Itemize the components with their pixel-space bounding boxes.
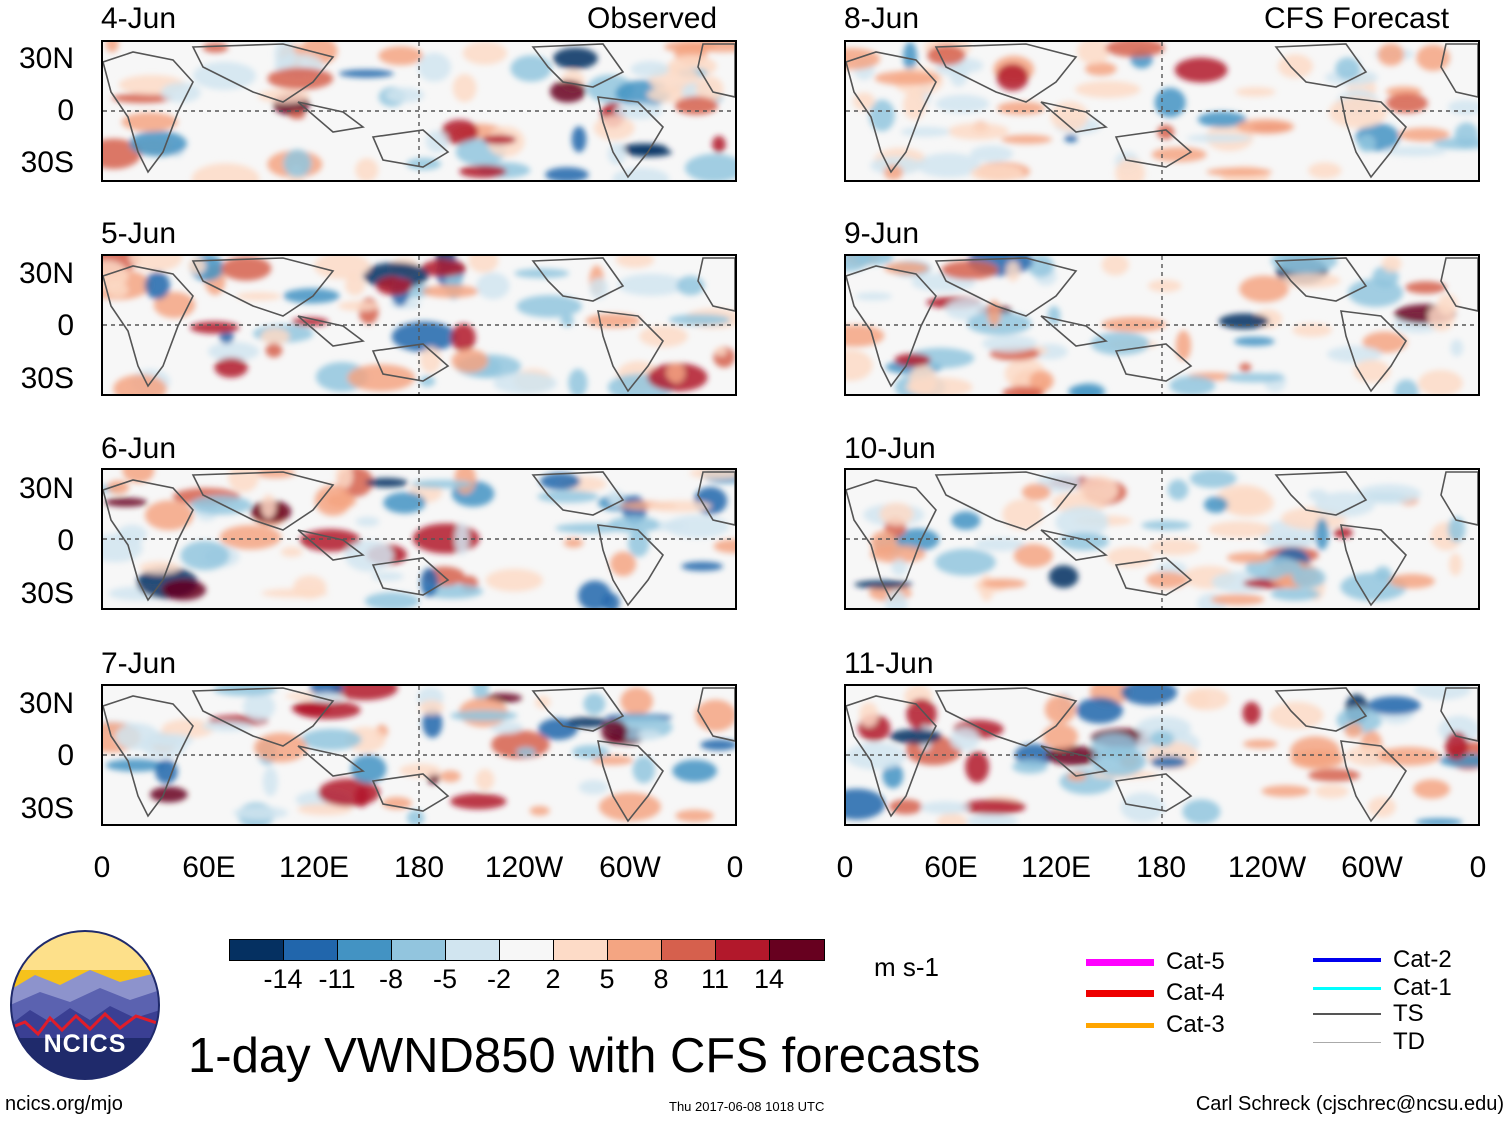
legend-line: [1086, 1022, 1154, 1028]
map-panel-forecast-1: [844, 40, 1480, 182]
footer-author: Carl Schreck (cjschrec@ncsu.edu): [1195, 1093, 1504, 1115]
footer-timestamp: Thu 2017-06-08 1018 UTC: [669, 1099, 825, 1114]
legend-line: [1313, 958, 1381, 962]
legend-line: [1086, 958, 1154, 966]
colorbar-tick-label: -11: [318, 964, 356, 994]
lon-label: 120E: [1020, 851, 1092, 884]
wind-field-map: [846, 256, 1478, 394]
wind-field-map: [846, 470, 1478, 608]
legend-label: TD: [1393, 1028, 1425, 1055]
map-panel-observed-2: [101, 254, 737, 396]
legend-label: Cat-2: [1393, 946, 1452, 973]
legend-label: Cat-3: [1166, 1011, 1225, 1038]
wind-field-map: [103, 470, 735, 608]
lon-label: 0: [93, 851, 111, 884]
map-panel-observed-4: [101, 684, 737, 826]
wind-field-map: [103, 686, 735, 824]
lat-label: 0: [57, 739, 74, 772]
lon-label: 0: [726, 851, 744, 884]
lon-label: 120E: [278, 851, 350, 884]
page-title: 1-day VWND850 with CFS forecasts: [188, 1029, 981, 1083]
colorbar-swatch: [716, 940, 770, 960]
panel-date-label: 5-Jun: [101, 217, 177, 250]
wind-field-map: [846, 686, 1478, 824]
colorbar-tick-label: 14: [753, 964, 785, 994]
colorbar-tick-label: 8: [653, 964, 669, 994]
lat-label: 0: [57, 524, 74, 557]
legend-line: [1086, 989, 1154, 997]
legend-line: [1313, 1013, 1381, 1015]
wind-field-map: [103, 42, 735, 180]
colorbar-tick-label: 11: [700, 964, 730, 994]
lat-label: 30S: [20, 792, 74, 825]
colorbar-tick-label: -14: [263, 964, 303, 994]
map-panel-observed-3: [101, 468, 737, 610]
forecast-header: CFS Forecast: [1264, 2, 1450, 35]
colorbar-swatch: [554, 940, 608, 960]
lon-label: 60E: [924, 851, 978, 884]
lat-label: 30N: [18, 257, 74, 290]
wind-field-map: [846, 42, 1478, 180]
lat-label: 30N: [18, 687, 74, 720]
panel-date-label: 10-Jun: [844, 432, 936, 465]
colorbar-swatch: [770, 940, 824, 960]
map-panel-forecast-4: [844, 684, 1480, 826]
ncics-logo: NCICS: [10, 930, 160, 1080]
lat-label: 30S: [20, 146, 74, 179]
lon-label: 0: [836, 851, 854, 884]
lon-label: 60W: [599, 851, 661, 884]
legend-label: Cat-5: [1166, 948, 1225, 975]
colorbar-swatch: [446, 940, 500, 960]
colorbar-tick-label: -8: [378, 964, 403, 994]
map-panel-forecast-3: [844, 468, 1480, 610]
lat-label: 30N: [18, 472, 74, 505]
colorbar-swatch: [338, 940, 392, 960]
lon-label: 180: [1135, 851, 1187, 884]
panel-date-label: 7-Jun: [101, 647, 177, 680]
colorbar-swatch: [608, 940, 662, 960]
legend-label: TS: [1393, 1000, 1424, 1027]
ncics-logo-graphic: [10, 930, 160, 1080]
lon-label: 0: [1469, 851, 1487, 884]
observed-header: Observed: [587, 2, 718, 35]
legend-label: Cat-4: [1166, 979, 1225, 1006]
lat-label: 0: [57, 309, 74, 342]
legend-line: [1313, 986, 1381, 990]
lon-label: 60E: [182, 851, 236, 884]
lat-label: 30S: [20, 362, 74, 395]
panel-date-label: 4-Jun: [101, 2, 177, 35]
colorbar-swatch: [230, 940, 284, 960]
panel-date-label: 6-Jun: [101, 432, 177, 465]
map-panel-observed-1: [101, 40, 737, 182]
lat-label: 30S: [20, 577, 74, 610]
legend-label: Cat-1: [1393, 974, 1452, 1001]
wind-field-map: [103, 256, 735, 394]
lon-label: 180: [393, 851, 445, 884]
logo-text: NCICS: [43, 1030, 127, 1058]
colorbar-tick-label: 5: [599, 964, 615, 994]
lon-label: 120W: [1227, 851, 1307, 884]
lat-label: 30N: [18, 42, 74, 75]
colorbar-tick-label: -5: [432, 964, 457, 994]
lon-label: 120W: [484, 851, 564, 884]
colorbar-tick-label: 2: [545, 964, 561, 994]
lat-label: 0: [57, 94, 74, 127]
colorbar-tick-label: -2: [486, 964, 511, 994]
panel-date-label: 8-Jun: [844, 2, 920, 35]
panel-date-label: 11-Jun: [844, 647, 934, 680]
units-label: m s-1: [874, 952, 939, 982]
colorbar-swatch: [500, 940, 554, 960]
colorbar-swatch: [392, 940, 446, 960]
legend-line: [1313, 1041, 1381, 1043]
footer-url: ncics.org/mjo: [5, 1093, 123, 1115]
map-panel-forecast-2: [844, 254, 1480, 396]
panel-date-label: 9-Jun: [844, 217, 920, 250]
colorbar: [229, 939, 825, 961]
colorbar-swatch: [662, 940, 716, 960]
colorbar-swatch: [284, 940, 338, 960]
lon-label: 60W: [1341, 851, 1403, 884]
